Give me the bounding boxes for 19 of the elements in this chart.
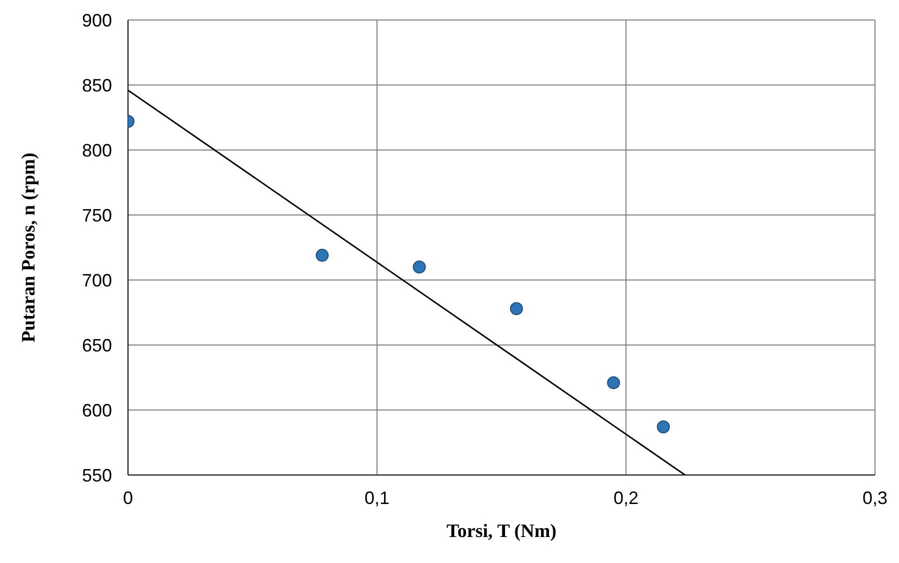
y-tick-label: 750 <box>82 205 112 226</box>
x-tick-label: 0,3 <box>862 488 888 508</box>
y-tick-label: 800 <box>82 140 112 160</box>
point <box>656 420 670 434</box>
point <box>412 260 426 274</box>
y-tick-label: 850 <box>82 75 112 96</box>
y-tick-label: 650 <box>82 335 112 356</box>
point <box>316 248 329 262</box>
x-tick-label: 0 <box>122 488 134 508</box>
x-tick-label: 0,2 <box>613 488 639 508</box>
point <box>510 302 523 316</box>
x-axis-title: Torsi, T (Nm) <box>446 521 556 542</box>
y-axis-title: Putaran Poros, n (rpm) <box>18 152 40 342</box>
point <box>607 376 620 390</box>
y-tick-label: 550 <box>82 465 112 486</box>
y-tick-label: 900 <box>82 10 112 30</box>
y-tick-label: 600 <box>82 400 112 420</box>
x-tick-label: 0,1 <box>364 488 390 508</box>
y-tick-label: 700 <box>82 270 112 290</box>
